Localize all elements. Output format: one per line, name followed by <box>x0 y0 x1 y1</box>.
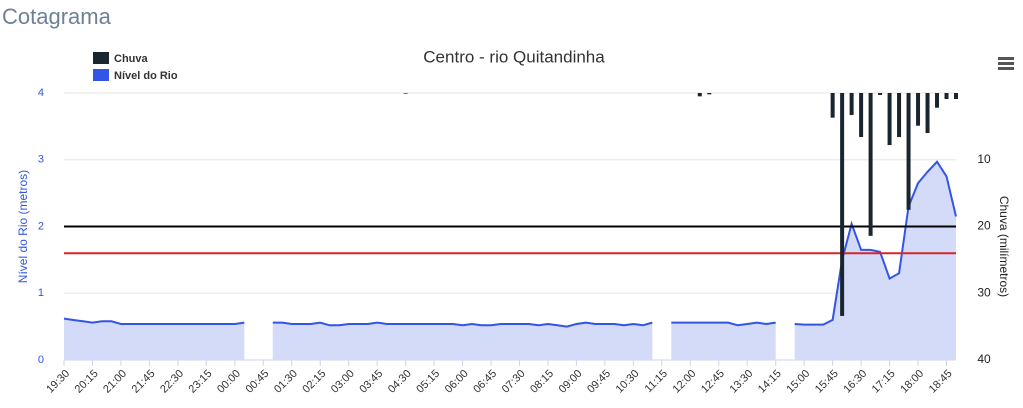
x-tick-label: 20:15 <box>73 368 101 396</box>
y2-tick-label: 30 <box>977 285 991 299</box>
legend-item[interactable]: Nível do Rio <box>93 69 178 82</box>
bar <box>878 93 883 96</box>
area <box>794 161 956 360</box>
x-tick-label: 00:00 <box>215 368 243 396</box>
y-tick-label: 0 <box>38 354 44 366</box>
x-tick-label: 00:45 <box>244 368 272 396</box>
x-tick-label: 06:45 <box>471 368 499 396</box>
area <box>272 322 653 360</box>
x-tick-label: 13:30 <box>727 368 755 396</box>
line <box>671 321 776 327</box>
y-axis-label: Nível do Rio (metros) <box>16 170 30 283</box>
legend-swatch[interactable] <box>93 69 109 81</box>
x-tick-label: 14:15 <box>756 368 784 396</box>
area <box>64 318 245 360</box>
x-tick-label: 18:00 <box>898 368 926 396</box>
page-title: Cotagrama <box>2 4 111 29</box>
y-tick-label: 2 <box>38 220 44 232</box>
area <box>671 322 776 360</box>
x-tick-label: 23:15 <box>187 368 215 396</box>
bar <box>935 93 940 108</box>
legend-item[interactable]: Chuva <box>93 52 149 65</box>
x-tick-label: 17:15 <box>870 368 898 396</box>
bar <box>897 93 902 138</box>
bar <box>830 93 835 118</box>
bar <box>868 93 873 236</box>
x-tick-label: 12:00 <box>671 368 699 396</box>
bar <box>916 93 921 126</box>
bar <box>925 93 930 134</box>
x-tick-label: 09:45 <box>585 368 613 396</box>
x-tick-label: 21:45 <box>130 368 158 396</box>
x-tick-label: 03:00 <box>329 368 357 396</box>
menu-bar[interactable] <box>998 57 1014 60</box>
line <box>794 160 957 326</box>
line <box>272 321 653 328</box>
chart-title: Centro - rio Quitandinha <box>423 47 605 66</box>
bar <box>944 93 949 100</box>
y2-axis-label: Chuva (milímetros) <box>997 196 1011 297</box>
x-tick-label: 18:45 <box>927 368 955 396</box>
bar <box>954 93 958 100</box>
x-tick-label: 07:30 <box>500 368 528 396</box>
menu-button[interactable] <box>998 57 1014 70</box>
x-tick-label: 22:30 <box>158 368 186 396</box>
x-tick-label: 15:00 <box>784 368 812 396</box>
y2-tick-label: 40 <box>977 352 991 366</box>
x-tick-label: 08:15 <box>528 368 556 396</box>
x-tick-label: 19:30 <box>44 368 72 396</box>
x-tick-label: 10:30 <box>614 368 642 396</box>
menu-bar[interactable] <box>998 62 1014 65</box>
x-tick-label: 16:30 <box>841 368 869 396</box>
line <box>63 317 245 325</box>
x-tick-label: 12:45 <box>699 368 727 396</box>
y-tick-label: 4 <box>38 87 44 99</box>
y2-tick-label: 20 <box>977 219 991 233</box>
x-tick-label: 21:00 <box>101 368 129 396</box>
legend-label[interactable]: Nível do Rio <box>114 70 178 82</box>
x-tick-label: 03:45 <box>357 368 385 396</box>
bar <box>859 93 864 138</box>
x-tick-label: 06:00 <box>443 368 471 396</box>
y2-tick-label: 10 <box>977 152 991 166</box>
bar <box>707 93 712 95</box>
bar <box>906 93 911 210</box>
x-tick-label: 05:15 <box>414 368 442 396</box>
x-tick-label: 02:15 <box>300 368 328 396</box>
y-tick-label: 1 <box>38 287 44 299</box>
x-tick-label: 01:30 <box>272 368 300 396</box>
bar <box>403 93 408 94</box>
bar <box>697 93 702 97</box>
bar <box>840 93 845 316</box>
x-tick-label: 09:00 <box>557 368 585 396</box>
legend-label[interactable]: Chuva <box>114 53 149 65</box>
legend-swatch[interactable] <box>93 52 109 64</box>
bar <box>887 93 892 146</box>
x-tick-label: 11:15 <box>643 368 670 395</box>
menu-bar[interactable] <box>998 67 1014 70</box>
x-tick-label: 15:45 <box>813 368 841 396</box>
bar <box>849 93 854 116</box>
y-tick-label: 3 <box>38 154 44 166</box>
x-tick-label: 04:30 <box>386 368 414 396</box>
